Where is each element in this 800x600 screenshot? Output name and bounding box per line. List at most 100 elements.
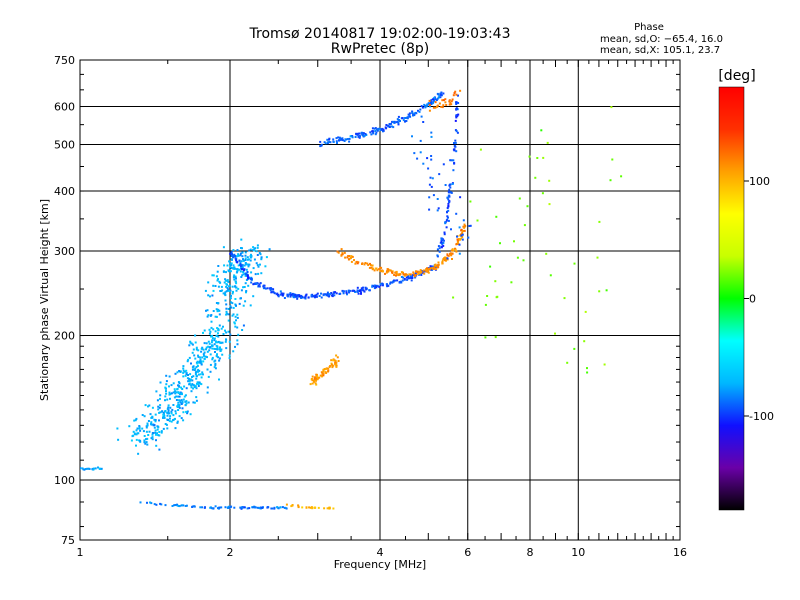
- data-point: [230, 294, 232, 297]
- data-point: [209, 370, 212, 373]
- data-point: [215, 344, 218, 347]
- data-point: [216, 279, 219, 282]
- data-point: [455, 243, 458, 246]
- data-point: [256, 264, 259, 267]
- data-point: [289, 295, 292, 298]
- data-point: [234, 285, 237, 288]
- trace: [319, 91, 445, 148]
- data-point: [151, 406, 154, 409]
- data-point: [598, 220, 601, 223]
- data-point: [218, 324, 221, 327]
- data-point: [250, 271, 253, 274]
- data-point: [208, 342, 211, 345]
- data-point: [441, 99, 444, 102]
- data-point: [277, 295, 280, 298]
- data-point: [244, 251, 247, 254]
- data-point: [253, 249, 255, 252]
- data-point: [169, 415, 172, 418]
- data-point: [432, 106, 435, 109]
- data-point: [436, 209, 439, 212]
- data-point: [283, 297, 286, 299]
- data-point: [536, 157, 539, 159]
- data-point: [354, 291, 357, 293]
- data-point: [138, 425, 141, 427]
- data-point: [215, 308, 218, 311]
- data-point: [210, 341, 213, 344]
- data-point: [228, 340, 231, 343]
- data-point: [425, 105, 428, 108]
- data-point: [236, 313, 239, 316]
- data-point: [191, 343, 194, 346]
- data-point: [450, 228, 452, 231]
- data-point: [245, 268, 248, 271]
- data-point: [159, 381, 162, 384]
- data-point: [273, 292, 276, 295]
- data-point: [426, 267, 429, 270]
- data-point: [216, 347, 219, 350]
- data-point: [167, 406, 170, 409]
- data-point: [314, 376, 316, 379]
- data-point: [196, 370, 199, 373]
- data-point: [430, 101, 432, 104]
- data-point: [180, 504, 183, 507]
- data-point: [182, 371, 185, 374]
- data-point: [372, 132, 375, 135]
- data-point: [357, 261, 360, 264]
- data-point: [225, 283, 228, 286]
- data-point: [219, 349, 222, 352]
- data-point: [145, 426, 148, 429]
- data-point: [148, 430, 151, 433]
- data-point: [173, 504, 176, 507]
- data-point: [266, 506, 269, 509]
- data-point: [192, 375, 195, 378]
- data-point: [158, 431, 161, 433]
- data-point: [435, 99, 438, 101]
- data-point: [359, 290, 361, 292]
- data-point: [413, 274, 416, 277]
- data-point: [178, 395, 181, 398]
- data-point: [228, 506, 231, 509]
- data-point: [197, 354, 199, 357]
- data-point: [199, 382, 202, 385]
- data-point: [207, 345, 210, 348]
- data-point: [183, 370, 186, 373]
- data-point: [155, 433, 158, 436]
- data-point: [454, 249, 457, 252]
- data-point: [227, 280, 230, 283]
- data-point: [234, 267, 237, 270]
- data-point: [364, 133, 367, 135]
- data-point: [566, 361, 569, 364]
- data-point: [458, 226, 461, 229]
- data-point: [235, 282, 238, 285]
- data-point: [429, 176, 432, 179]
- data-point: [455, 93, 458, 96]
- data-point: [261, 506, 264, 509]
- data-point: [603, 363, 606, 366]
- data-point: [334, 363, 337, 366]
- data-point: [344, 256, 347, 259]
- data-point: [182, 365, 185, 368]
- data-point: [460, 234, 463, 237]
- data-point: [442, 163, 445, 166]
- data-point: [176, 405, 179, 408]
- data-point: [217, 335, 220, 338]
- data-point: [209, 330, 212, 333]
- data-point: [196, 381, 199, 384]
- data-point: [159, 411, 162, 414]
- data-point: [224, 291, 227, 294]
- data-point: [436, 97, 439, 100]
- data-point: [201, 371, 204, 374]
- data-point: [330, 363, 333, 366]
- data-point: [327, 293, 330, 296]
- data-point: [373, 127, 376, 130]
- data-point: [330, 292, 333, 294]
- data-point: [211, 337, 214, 340]
- data-point: [359, 135, 361, 138]
- data-point: [211, 356, 214, 359]
- data-point: [179, 401, 182, 404]
- data-point: [246, 258, 249, 261]
- data-point: [417, 109, 419, 112]
- data-point: [272, 291, 275, 294]
- data-point: [365, 288, 368, 291]
- data-point: [227, 330, 230, 333]
